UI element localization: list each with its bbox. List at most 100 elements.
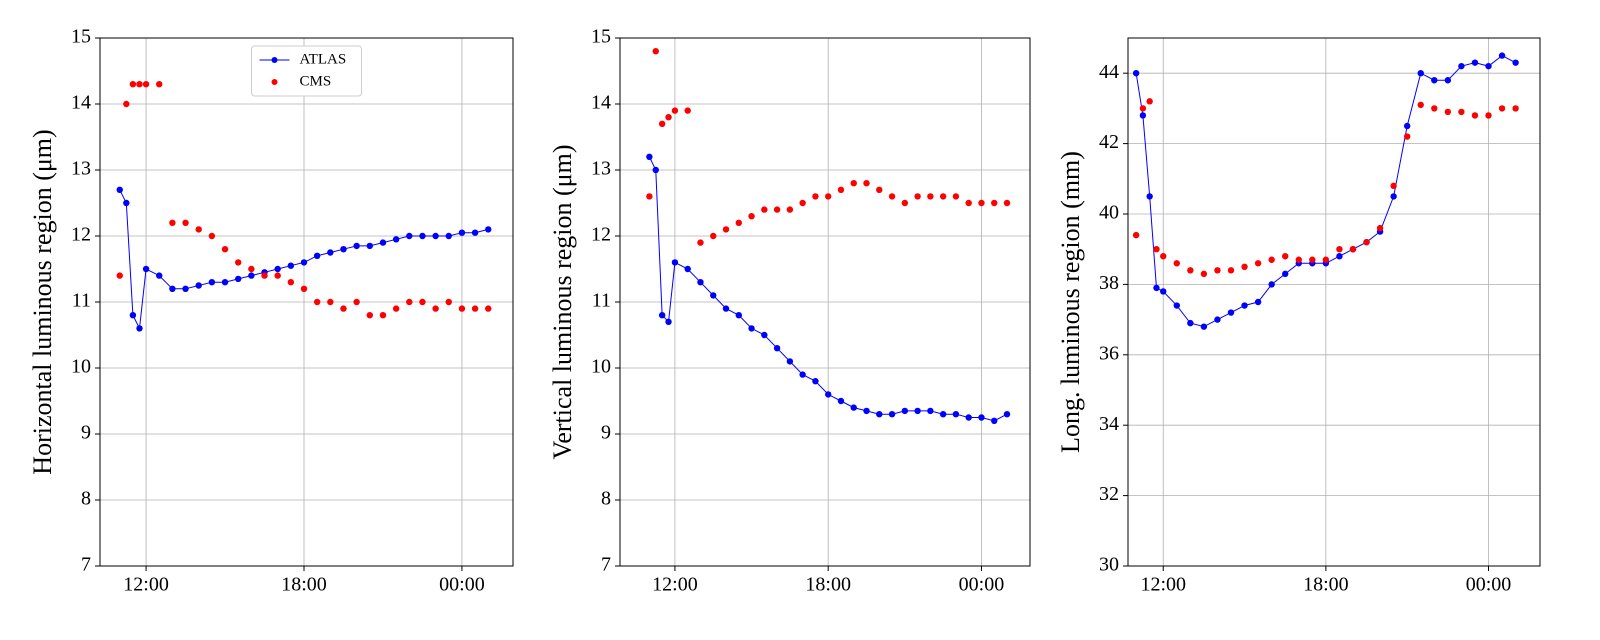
point [710, 292, 717, 299]
point [710, 232, 717, 240]
point [965, 199, 972, 207]
point [406, 232, 413, 240]
point [1403, 122, 1411, 130]
point [1336, 253, 1343, 260]
point [1153, 246, 1160, 253]
point [208, 232, 216, 240]
y-tick-label: 42 [1099, 131, 1119, 153]
point [1132, 231, 1140, 239]
y-tick-label: 8 [601, 488, 611, 510]
point [169, 285, 176, 292]
point [876, 186, 883, 193]
point [1458, 108, 1465, 116]
y-tick-label: 9 [601, 422, 611, 444]
point [652, 166, 659, 174]
point [432, 232, 439, 240]
point [485, 305, 492, 312]
point [1444, 108, 1452, 116]
y-tick-label: 34 [1099, 413, 1119, 435]
point [773, 345, 781, 352]
point [722, 226, 730, 233]
point [1200, 323, 1208, 330]
point [863, 407, 870, 415]
point [665, 114, 672, 121]
y-tick-label: 8 [81, 488, 91, 510]
axes-frame [619, 37, 1031, 567]
x-tick-label: 18:00 [281, 574, 327, 596]
point [1485, 62, 1492, 70]
legend-box [251, 45, 362, 97]
point [1485, 112, 1492, 119]
point [116, 186, 123, 193]
point [1254, 298, 1262, 306]
point [116, 272, 123, 279]
point [837, 397, 845, 405]
point [1173, 302, 1180, 309]
legend-label: CMS [300, 73, 332, 89]
point [1200, 270, 1208, 278]
point [1187, 319, 1194, 327]
point [952, 411, 960, 418]
point [939, 193, 947, 200]
point [379, 239, 387, 246]
point [799, 199, 806, 207]
y-tick-label: 30 [1099, 554, 1119, 576]
point [221, 279, 229, 286]
point [208, 279, 216, 286]
point [392, 236, 400, 243]
y-tick-label: 12 [71, 224, 91, 246]
point [1471, 59, 1479, 66]
y-tick-label: 10 [71, 356, 91, 378]
y-tick-label: 12 [591, 224, 611, 246]
panel: 30 32 34 36 38 40 42 44 12:00 18:00 00:00 Long. lum… [1056, 37, 1541, 596]
point [156, 81, 163, 88]
point [658, 312, 666, 319]
point [1282, 253, 1289, 260]
y-tick-label: 10 [591, 356, 611, 378]
point [458, 305, 466, 312]
point [129, 81, 137, 88]
point [799, 371, 806, 378]
point [195, 226, 202, 233]
point [735, 219, 742, 226]
point [965, 414, 972, 421]
point [748, 213, 755, 220]
legend-marker [271, 57, 278, 63]
y-tick-label: 14 [71, 92, 91, 114]
point [1349, 246, 1357, 253]
point [300, 285, 308, 292]
point [340, 305, 347, 312]
point [485, 226, 492, 233]
point [1214, 267, 1221, 274]
point [927, 193, 934, 200]
point [1390, 193, 1397, 200]
point [1227, 309, 1235, 316]
point [1146, 98, 1153, 105]
point [1241, 302, 1248, 309]
x-tick-label: 00:00 [1466, 574, 1512, 596]
point [287, 279, 295, 286]
point [939, 411, 947, 418]
point [445, 298, 452, 306]
point [1268, 281, 1275, 288]
x-tick-label: 18:00 [1303, 574, 1349, 596]
point [248, 265, 255, 273]
point [1295, 256, 1302, 263]
point [1390, 182, 1397, 190]
y-tick-label: 38 [1099, 272, 1119, 294]
point [697, 279, 704, 286]
point [1153, 284, 1160, 292]
point [1471, 112, 1479, 119]
point [327, 249, 334, 256]
point [1309, 256, 1316, 263]
legend-marker [271, 79, 278, 85]
point [182, 219, 189, 226]
point [419, 232, 426, 240]
point [812, 378, 819, 385]
point [419, 298, 426, 306]
point [646, 153, 653, 160]
point [735, 312, 742, 319]
point [471, 305, 479, 312]
point [1431, 105, 1438, 112]
point [1444, 77, 1452, 84]
